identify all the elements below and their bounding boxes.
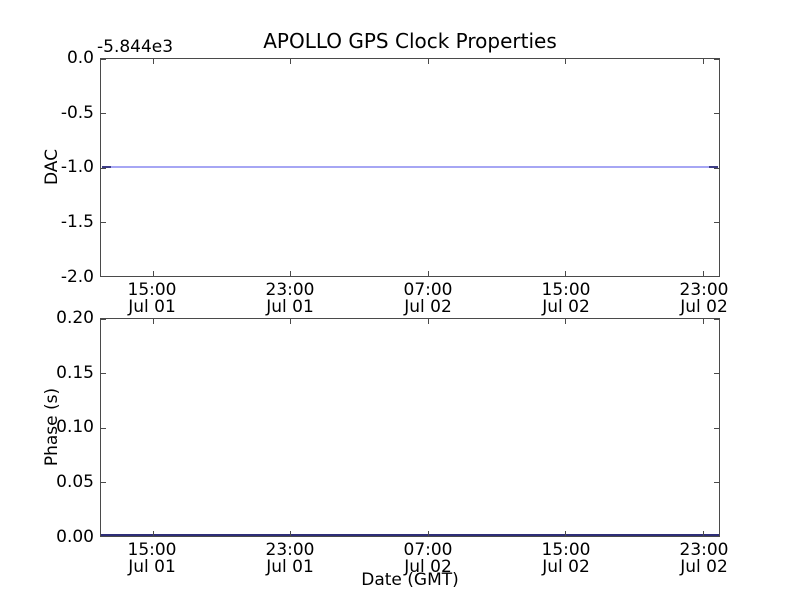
chart-title: APOLLO GPS Clock Properties [263,29,557,53]
xtick-date: Jul 01 [128,557,176,577]
ytick-label-bottom-3: 0.05 [56,472,94,492]
xtick-label-mid-1: 23:00 Jul 01 [266,282,315,316]
phase-series-line [101,534,719,536]
ytick-label-top-2: -1.0 [60,157,94,177]
tick-mark [703,319,705,324]
xtick-date: Jul 01 [266,557,314,577]
tick-mark [101,373,106,375]
tick-mark [101,221,106,223]
xtick-time: 15:00 [541,280,591,300]
tick-mark [101,427,106,429]
dac-series-line-left-end [102,166,111,168]
x-axis-label: Date (GMT) [361,570,459,590]
dac-series-line-right-end [709,166,718,168]
xtick-time: 23:00 [679,280,729,300]
xtick-date: Jul 02 [404,297,452,317]
ytick-label-top-4: -2.0 [60,267,94,287]
xtick-time: 15:00 [541,540,591,560]
xtick-label-bot-3: 15:00 Jul 02 [542,542,591,576]
ytick-label-bottom-2: 0.10 [56,417,94,437]
xtick-label-mid-0: 15:00 Jul 01 [128,282,177,316]
tick-mark [290,59,292,64]
tick-mark [152,319,154,324]
ytick-label-top-0: 0.0 [66,48,94,68]
tick-mark [714,319,719,320]
tick-mark [714,536,719,537]
xtick-date: Jul 02 [680,557,728,577]
top-plot-area [100,58,720,277]
xtick-label-mid-4: 23:00 Jul 02 [680,282,729,316]
tick-mark [714,373,719,375]
xtick-time: 07:00 [403,280,453,300]
xtick-label-bot-0: 15:00 Jul 01 [128,542,177,576]
y-axis-offset-text: -5.844e3 [97,37,174,57]
tick-mark [101,536,106,537]
xtick-label-bot-4: 23:00 Jul 02 [680,542,729,576]
xtick-label-mid-2: 07:00 Jul 02 [404,282,453,316]
xtick-date: Jul 01 [266,297,314,317]
xtick-label-mid-3: 15:00 Jul 02 [542,282,591,316]
ytick-label-bottom-0: 0.20 [56,308,94,328]
xtick-label-bot-2: 07:00 Jul 02 [404,542,453,576]
tick-mark [714,427,719,429]
xtick-time: 07:00 [403,540,453,560]
tick-mark [565,531,567,536]
ytick-label-top-3: -1.5 [60,212,94,232]
dac-series-line [102,166,718,168]
tick-mark [714,59,719,60]
tick-mark [565,319,567,324]
tick-mark [427,531,429,536]
xtick-time: 23:00 [265,280,315,300]
tick-mark [714,221,719,223]
tick-mark [101,276,106,277]
tick-mark [714,481,719,483]
xtick-label-bot-1: 23:00 Jul 01 [266,542,315,576]
tick-mark [290,271,292,276]
tick-mark [703,271,705,276]
xtick-date: Jul 02 [542,297,590,317]
tick-mark [714,276,719,277]
tick-mark [101,113,106,115]
tick-mark [427,271,429,276]
ytick-label-top-1: -0.5 [60,103,94,123]
ytick-label-bottom-1: 0.15 [56,363,94,383]
tick-mark [427,59,429,64]
xtick-date: Jul 01 [128,297,176,317]
tick-mark [152,531,154,536]
tick-mark [101,319,106,320]
xtick-time: 23:00 [265,540,315,560]
tick-mark [427,319,429,324]
xtick-date: Jul 02 [542,557,590,577]
tick-mark [714,167,719,169]
tick-mark [714,113,719,115]
tick-mark [290,531,292,536]
xtick-date: Jul 02 [404,557,452,577]
xtick-time: 23:00 [679,540,729,560]
bottom-plot-area [100,318,720,537]
xtick-date: Jul 02 [680,297,728,317]
tick-mark [703,59,705,64]
tick-mark [565,59,567,64]
tick-mark [703,531,705,536]
tick-mark [152,271,154,276]
ytick-label-bottom-4: 0.00 [56,527,94,547]
tick-mark [101,167,106,169]
tick-mark [101,481,106,483]
xtick-time: 15:00 [127,280,177,300]
xtick-time: 15:00 [127,540,177,560]
tick-mark [290,319,292,324]
tick-mark [152,59,154,64]
tick-mark [101,59,106,60]
tick-mark [565,271,567,276]
